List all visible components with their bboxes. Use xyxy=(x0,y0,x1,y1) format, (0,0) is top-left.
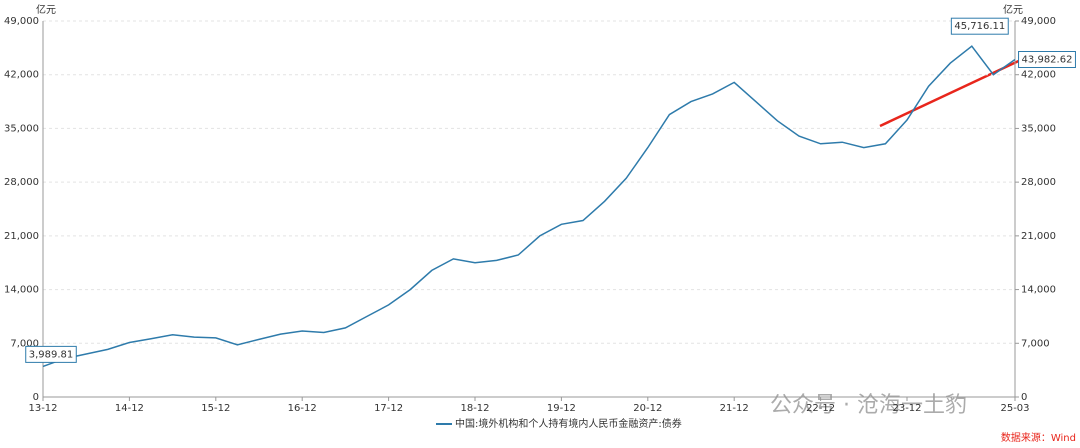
x-tick-label: 15-12 xyxy=(201,403,230,414)
y-tick-label: 42,000 xyxy=(4,70,39,81)
y-tick-label: 21,000 xyxy=(4,231,39,242)
x-tick-label: 20-12 xyxy=(633,403,662,414)
x-tick-label: 21-12 xyxy=(720,403,749,414)
series-line xyxy=(42,45,1016,368)
y-tick-label: 49,000 xyxy=(4,16,39,27)
y-unit: 亿元 xyxy=(36,3,56,16)
y-tick-label: 0 xyxy=(33,392,39,403)
x-tick-label: 17-12 xyxy=(374,403,403,414)
y-tick-label: 28,000 xyxy=(4,177,39,188)
legend-label: 中国:境外机构和个人持有境内人民币金融资产:债券 xyxy=(455,417,682,430)
value-label-box xyxy=(950,17,1009,35)
y2-tick-label: 35,000 xyxy=(1021,123,1056,134)
y2-tick-label: 21,000 xyxy=(1021,231,1056,242)
x-tick-label: 18-12 xyxy=(460,403,489,414)
x-tick-label: 22-12 xyxy=(806,403,835,414)
y2-tick-label: 49,000 xyxy=(1021,16,1056,27)
y2-tick-label: 14,000 xyxy=(1021,285,1056,296)
value-label: 3,989.81 xyxy=(29,349,74,360)
y2-tick-label: 42,000 xyxy=(1021,70,1056,81)
value-label-box xyxy=(25,345,77,363)
x-tick-label: 14-12 xyxy=(115,403,144,414)
y2-tick-label: 7,000 xyxy=(1021,338,1050,349)
value-label: 43,982.62 xyxy=(1022,55,1073,66)
y-tick-label: 7,000 xyxy=(10,338,39,349)
value-label-box xyxy=(1018,51,1076,69)
y2-tick-label: 0 xyxy=(1021,392,1027,403)
y-tick-label: 35,000 xyxy=(4,123,39,134)
y2-unit: 亿元 xyxy=(1003,3,1023,16)
source: 数据来源：Wind xyxy=(1001,431,1076,444)
x-tick-label: 16-12 xyxy=(288,403,317,414)
x-tick-label: 23-12 xyxy=(892,403,921,414)
x-tick-label: 13-12 xyxy=(28,403,57,414)
value-label: 45,716.11 xyxy=(954,21,1005,32)
x-tick-label: 25-03 xyxy=(1000,403,1029,414)
y-tick-label: 14,000 xyxy=(4,285,39,296)
y2-tick-label: 28,000 xyxy=(1021,177,1056,188)
x-tick-label: 19-12 xyxy=(547,403,576,414)
